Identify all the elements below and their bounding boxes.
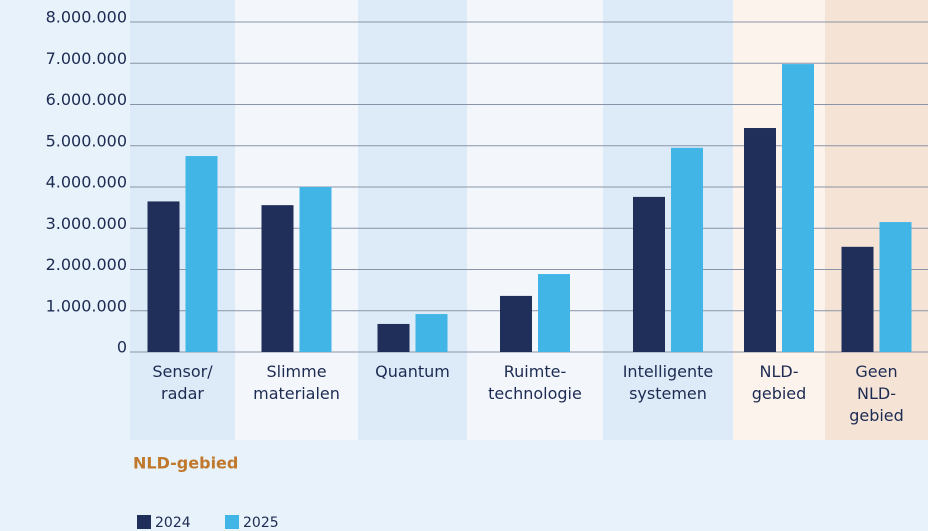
y-tick-label: 6.000.000 [46, 90, 127, 109]
x-tick-label: NLD-gebied [752, 362, 807, 403]
y-tick-label: 0 [117, 338, 127, 357]
x-tick-label: Intelligente systemen [623, 362, 714, 403]
x-tick-label: Slimme materialen [253, 362, 340, 403]
y-tick-label: 1.000.000 [46, 296, 127, 315]
category-band [825, 0, 928, 440]
subtitle: NLD-gebied [133, 454, 238, 473]
y-tick-label: 4.000.000 [46, 173, 127, 192]
legend-label: 2024 [155, 515, 191, 531]
bar [782, 64, 814, 352]
bar [299, 187, 332, 352]
bar [185, 156, 218, 352]
bar [261, 205, 294, 352]
bar [415, 314, 448, 352]
y-tick-label: 3.000.000 [46, 214, 127, 233]
category-band [603, 0, 733, 440]
category-band [235, 0, 358, 440]
legend-swatch [225, 515, 239, 529]
x-tick-label: Ruimte-technologie [488, 362, 582, 403]
bar [147, 201, 180, 352]
bar [671, 147, 703, 352]
y-tick-label: 8.000.000 [46, 8, 127, 27]
x-tick-label: Geen NLD-gebied [849, 362, 904, 425]
y-tick-label: 2.000.000 [46, 255, 127, 274]
bar [633, 196, 665, 352]
legend-swatch [137, 515, 151, 529]
category-band [467, 0, 603, 440]
x-tick-label: Quantum [375, 362, 450, 381]
legend-label: 2025 [243, 515, 279, 531]
bar [500, 295, 532, 352]
bar [377, 323, 410, 352]
bar [841, 246, 874, 352]
category-band [358, 0, 467, 440]
bar [879, 222, 912, 352]
y-tick-label: 5.000.000 [46, 131, 127, 150]
x-tick-label: Sensor/radar [152, 362, 213, 403]
bar [538, 274, 570, 352]
y-tick-label: 7.000.000 [46, 49, 127, 68]
bar [744, 128, 776, 352]
